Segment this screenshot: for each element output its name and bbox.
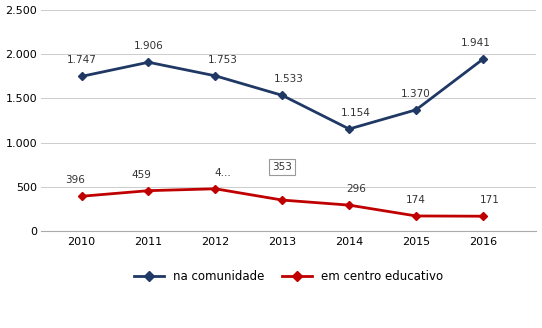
Text: 459: 459: [132, 170, 151, 179]
Text: 4...: 4...: [214, 168, 231, 178]
Text: 1.154: 1.154: [341, 108, 371, 118]
na comunidade: [413, 108, 420, 112]
na comunidade: [212, 74, 218, 78]
Text: 1.941: 1.941: [461, 38, 491, 48]
em centro educativo: [480, 214, 486, 218]
Text: 174: 174: [406, 195, 426, 205]
Legend: na comunidade, em centro educativo: na comunidade, em centro educativo: [130, 265, 448, 288]
Text: 1.533: 1.533: [274, 74, 304, 84]
em centro educativo: [145, 189, 152, 193]
Text: 1.370: 1.370: [401, 89, 431, 99]
em centro educativo: [79, 194, 85, 198]
na comunidade: [145, 60, 152, 64]
Text: 396: 396: [64, 175, 85, 185]
na comunidade: [480, 57, 486, 61]
Text: 1.747: 1.747: [67, 55, 96, 65]
Text: 296: 296: [346, 184, 366, 194]
Text: 171: 171: [480, 195, 500, 205]
em centro educativo: [212, 187, 218, 191]
na comunidade: [346, 127, 352, 131]
Text: 1.906: 1.906: [134, 41, 163, 51]
Text: 1.753: 1.753: [208, 55, 237, 65]
Line: na comunidade: na comunidade: [79, 56, 486, 132]
Line: em centro educativo: em centro educativo: [79, 186, 486, 219]
em centro educativo: [279, 198, 286, 202]
na comunidade: [279, 93, 286, 97]
Text: 353: 353: [272, 162, 292, 172]
na comunidade: [79, 74, 85, 78]
em centro educativo: [346, 203, 352, 207]
em centro educativo: [413, 214, 420, 218]
